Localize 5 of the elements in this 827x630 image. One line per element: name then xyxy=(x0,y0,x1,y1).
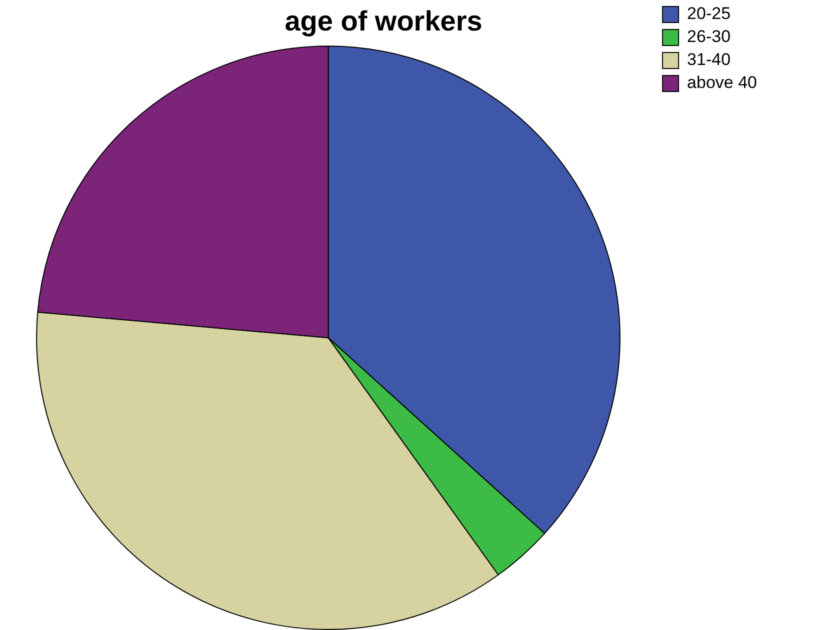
legend-label: 26-30 xyxy=(687,27,731,46)
chart-title: age of workers xyxy=(284,6,482,37)
legend-label: 31-40 xyxy=(687,50,731,70)
legend-label: 20-25 xyxy=(687,4,731,24)
legend-label: above 40 xyxy=(687,73,757,92)
